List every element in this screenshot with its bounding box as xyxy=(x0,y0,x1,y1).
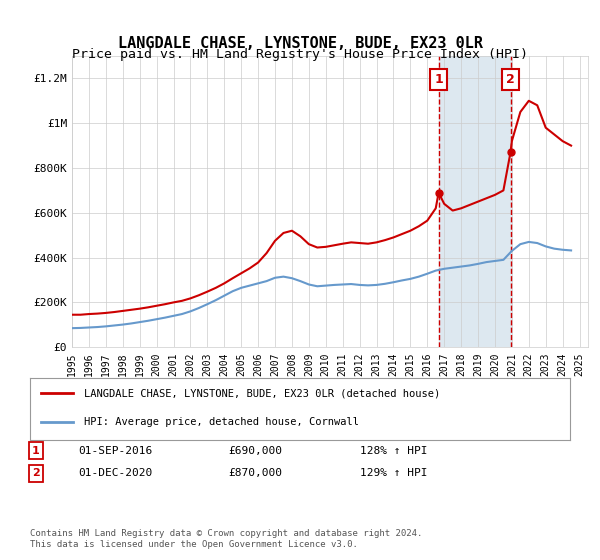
Text: HPI: Average price, detached house, Cornwall: HPI: Average price, detached house, Corn… xyxy=(84,417,359,427)
Text: 2: 2 xyxy=(32,468,40,478)
Text: £690,000: £690,000 xyxy=(228,446,282,456)
Text: LANGDALE CHASE, LYNSTONE, BUDE, EX23 0LR (detached house): LANGDALE CHASE, LYNSTONE, BUDE, EX23 0LR… xyxy=(84,389,440,398)
Text: 1: 1 xyxy=(32,446,40,456)
Text: 2: 2 xyxy=(506,73,515,86)
Text: LANGDALE CHASE, LYNSTONE, BUDE, EX23 0LR: LANGDALE CHASE, LYNSTONE, BUDE, EX23 0LR xyxy=(118,36,482,52)
Text: Contains HM Land Registry data © Crown copyright and database right 2024.
This d: Contains HM Land Registry data © Crown c… xyxy=(30,529,422,549)
Text: 129% ↑ HPI: 129% ↑ HPI xyxy=(360,468,427,478)
Bar xyxy=(439,56,511,347)
Text: 01-SEP-2016: 01-SEP-2016 xyxy=(78,446,152,456)
Text: Price paid vs. HM Land Registry's House Price Index (HPI): Price paid vs. HM Land Registry's House … xyxy=(72,48,528,60)
Text: 1: 1 xyxy=(434,73,443,86)
Text: 128% ↑ HPI: 128% ↑ HPI xyxy=(360,446,427,456)
Text: £870,000: £870,000 xyxy=(228,468,282,478)
Text: 01-DEC-2020: 01-DEC-2020 xyxy=(78,468,152,478)
